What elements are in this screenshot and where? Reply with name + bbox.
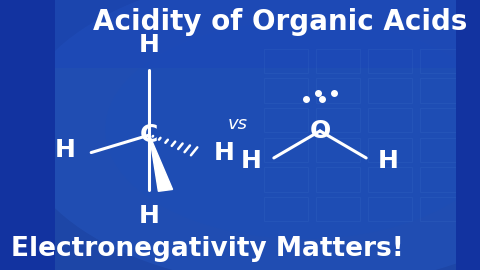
Bar [420, 197, 465, 221]
Bar [264, 138, 308, 162]
Text: H: H [139, 204, 160, 228]
Text: H: H [139, 33, 160, 57]
Bar [264, 78, 308, 103]
Bar [420, 78, 465, 103]
Ellipse shape [105, 20, 480, 239]
Ellipse shape [17, 0, 480, 270]
Bar [368, 78, 412, 103]
Bar [368, 108, 412, 132]
Bar [368, 49, 412, 73]
Bar [316, 138, 360, 162]
Bar [55, 0, 456, 68]
Bar [368, 138, 412, 162]
Bar [264, 49, 308, 73]
Text: H: H [241, 149, 262, 173]
Bar [316, 167, 360, 192]
Bar [420, 138, 465, 162]
Bar [264, 197, 308, 221]
Bar [316, 49, 360, 73]
Text: C: C [140, 123, 158, 147]
Text: Electronegativity Matters!: Electronegativity Matters! [11, 236, 404, 262]
Bar [316, 197, 360, 221]
Bar [316, 78, 360, 103]
Text: H: H [54, 138, 75, 162]
Bar [316, 108, 360, 132]
Text: O: O [310, 119, 331, 143]
Text: Acidity of Organic Acids: Acidity of Organic Acids [93, 8, 467, 36]
Bar [264, 108, 308, 132]
Text: H: H [378, 149, 399, 173]
Text: H: H [214, 141, 235, 164]
Bar [368, 197, 412, 221]
Polygon shape [149, 135, 172, 191]
Bar [420, 167, 465, 192]
Bar [368, 167, 412, 192]
Bar [264, 167, 308, 192]
Bar [420, 49, 465, 73]
Text: vs: vs [228, 115, 248, 133]
Bar [420, 108, 465, 132]
